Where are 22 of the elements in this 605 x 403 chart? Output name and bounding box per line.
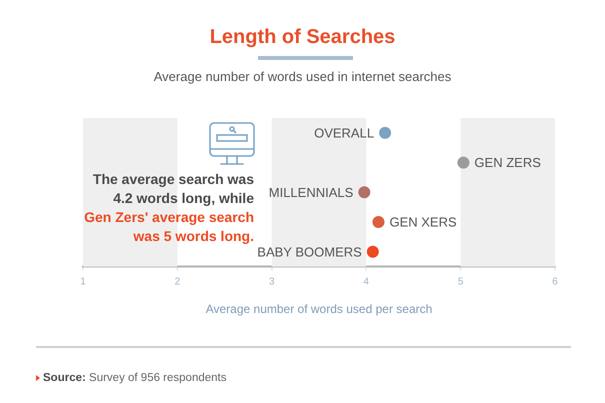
source-note: Source: Survey of 956 respondents bbox=[43, 371, 226, 385]
y-tick-label: OVERALL bbox=[314, 125, 374, 140]
y-tick-label: GEN XERS bbox=[389, 214, 457, 230]
point bbox=[457, 156, 470, 169]
x-tick-label: 2 bbox=[174, 276, 181, 288]
annotation: Gen Zers' average search was 5 words long. bbox=[83, 208, 254, 246]
annotation: The average search was 4.2 words long, while bbox=[92, 170, 254, 208]
point bbox=[372, 216, 384, 228]
point bbox=[366, 246, 379, 258]
point bbox=[379, 126, 392, 139]
y-tick-label: MILLENNIALS bbox=[268, 184, 354, 200]
x-tick-label: 6 bbox=[552, 276, 558, 288]
x-tick-label: 5 bbox=[458, 276, 464, 288]
chart-title: Length of Searches bbox=[208, 25, 396, 49]
x-tick-label: 1 bbox=[80, 276, 86, 288]
point bbox=[358, 186, 370, 198]
x-axis-title: Average number of words used per search bbox=[206, 302, 432, 316]
y-tick-label: GEN ZERS bbox=[474, 155, 542, 170]
x-tick-label: 4 bbox=[363, 276, 370, 288]
chart-subtitle: Average number of words used in internet searches bbox=[152, 69, 452, 85]
x-tick-label: 3 bbox=[269, 276, 276, 288]
y-tick-label: BABY BOOMERS bbox=[257, 244, 362, 260]
